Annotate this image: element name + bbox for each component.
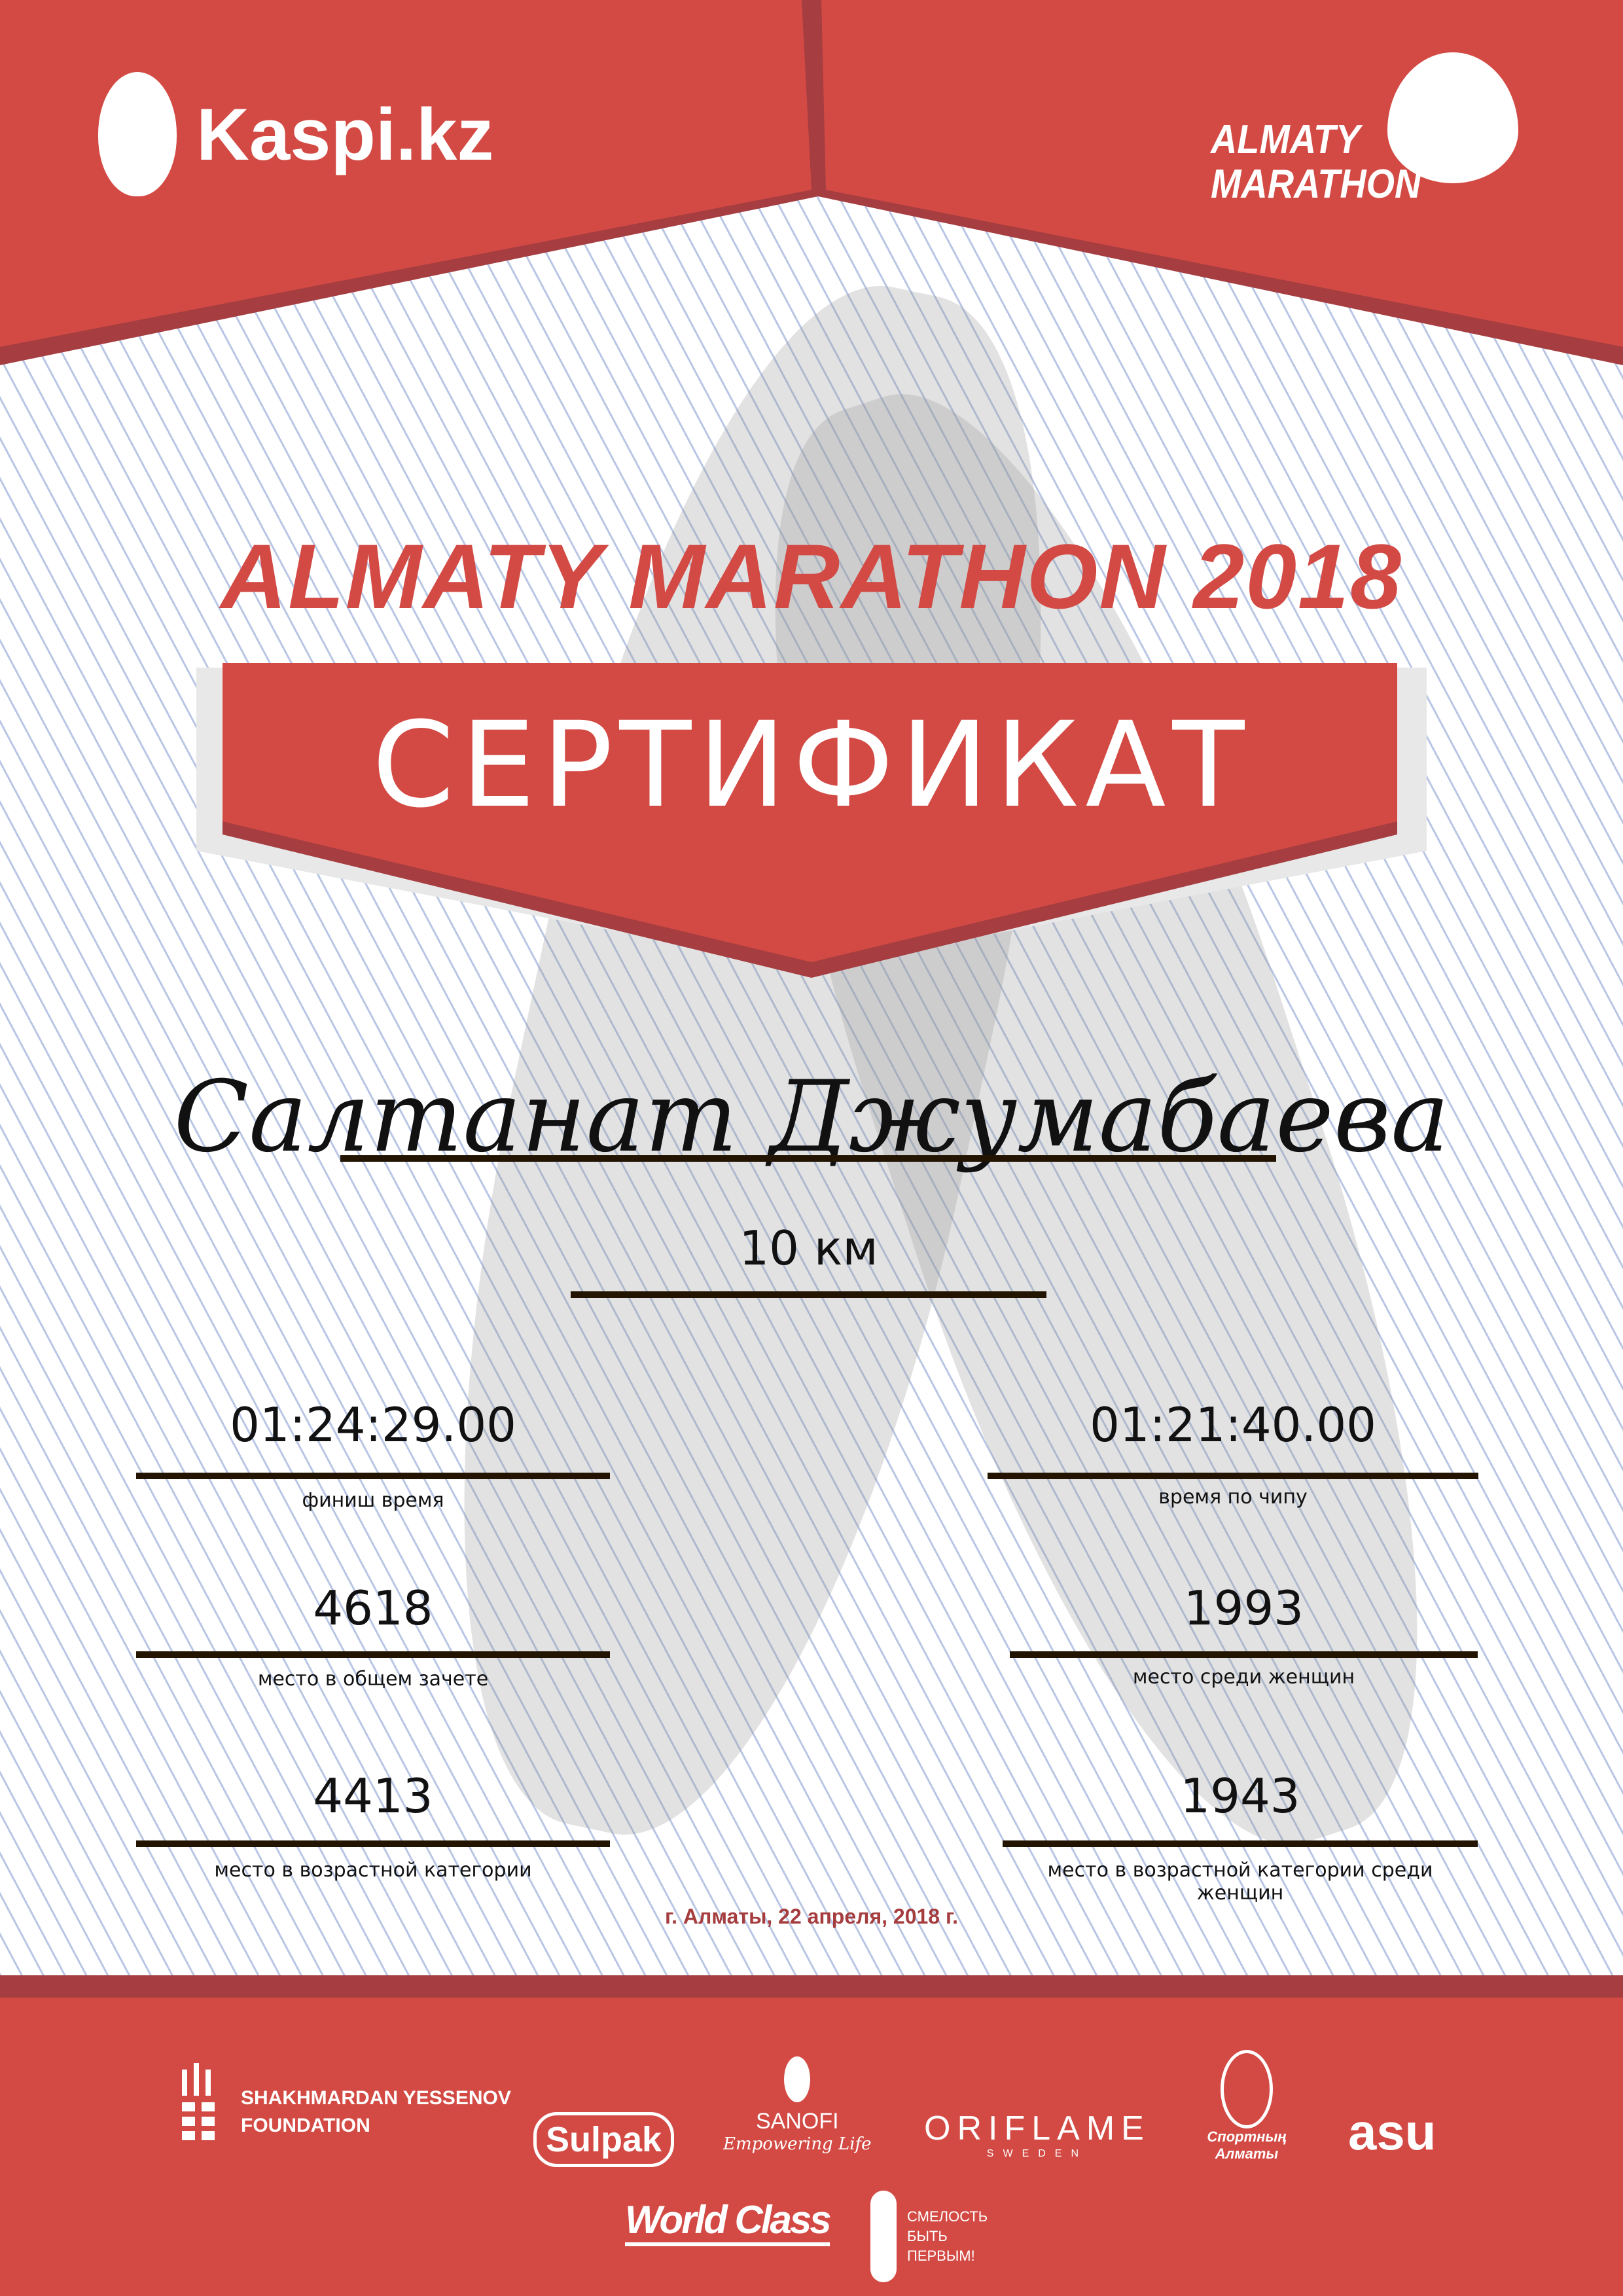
- divider: [136, 1840, 610, 1847]
- kaspi-logo: Kaspi.kz: [98, 72, 493, 196]
- age-category-women-place-label: место в возрастной категории среди женщи…: [1047, 1859, 1433, 1905]
- sanofi-logo: SANOFI Empowering Life: [723, 2056, 872, 2154]
- almaty-marathon-logo-text: ALMATY MARATHON: [1211, 117, 1421, 207]
- almaty-marathon-logo: ALMATY MARATHON: [1211, 52, 1518, 216]
- sponsors-footer: SHAKHMARDAN YESSENOV FOUNDATION Sulpak SA…: [0, 1975, 1623, 2296]
- runner-icon: [1387, 52, 1518, 183]
- kaspi-logo-text: Kaspi.kz: [196, 93, 494, 175]
- overall-place: 4618: [313, 1581, 433, 1636]
- divider: [1003, 1840, 1478, 1847]
- distance: 10 км: [739, 1221, 878, 1276]
- event-date: г. Алматы, 22 апреля, 2018 г.: [665, 1905, 958, 1928]
- divider: [988, 1473, 1478, 1479]
- smelost-logo: СМЕЛОСТЬ БЫТЬ ПЕРВЫМ!: [870, 2191, 988, 2282]
- age-category-place: 4413: [313, 1768, 433, 1823]
- women-place-label: место среди женщин: [1132, 1666, 1355, 1689]
- event-title: ALMATY MARATHON 2018: [221, 525, 1402, 628]
- oriflame-logo: ORIFLAME SWEDEN: [924, 2109, 1150, 2159]
- divider: [136, 1651, 610, 1658]
- sulpak-logo: Sulpak: [533, 2112, 675, 2167]
- chip-time: 01:21:40.00: [1090, 1397, 1376, 1452]
- finish-time: 01:24:29.00: [230, 1397, 516, 1452]
- age-category-place-label: место в возрастной категории: [214, 1859, 532, 1882]
- yessenov-icon: [182, 2063, 215, 2140]
- chip-time-label: время по чипу: [1158, 1486, 1308, 1509]
- yessenov-logo: SHAKHMARDAN YESSENOV FOUNDATION: [182, 2063, 511, 2142]
- world-class-logo: World Class: [625, 2197, 832, 2246]
- distance-underline: [571, 1291, 1046, 1298]
- kaspi-icon: [98, 72, 177, 196]
- women-place: 1993: [1183, 1581, 1304, 1636]
- asu-logo: asu: [1348, 2103, 1436, 2161]
- certificate-heading: СЕРТИФИКАТ: [372, 697, 1251, 834]
- sport-almaty-logo: Спортның Алматы: [1198, 2050, 1296, 2162]
- torch-icon: [870, 2191, 897, 2282]
- name-underline: [340, 1155, 1276, 1162]
- age-category-women-place: 1943: [1180, 1768, 1300, 1823]
- divider: [1010, 1651, 1478, 1658]
- overall-place-label: место в общем зачете: [257, 1668, 489, 1691]
- divider: [136, 1473, 610, 1479]
- finish-time-label: финиш время: [302, 1489, 444, 1512]
